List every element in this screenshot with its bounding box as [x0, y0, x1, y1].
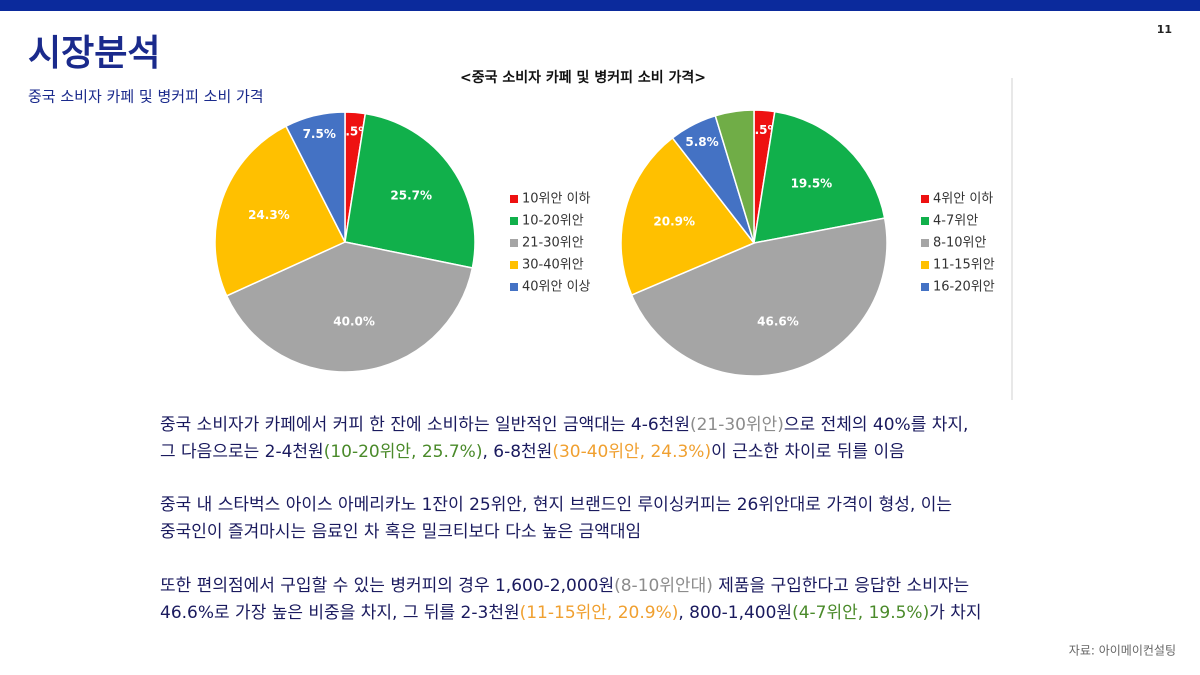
pie-slice: [344, 112, 476, 269]
body-line: 중국 소비자가 카페에서 커피 한 잔에 소비하는 일반적인 금액대는 4-6천…: [160, 415, 968, 435]
body-segment: 중국인이 즐겨마시는 음료인 차 혹은 밀크티보다 다소 높은 금액대임: [160, 522, 641, 542]
legend-label: 8-10위안: [933, 236, 986, 251]
pie-slice: [714, 109, 755, 244]
slide-title: 시장분석: [28, 33, 160, 74]
body-segment: (4-7위안, 19.5%): [792, 603, 929, 623]
body-segment: (8-10위안대): [614, 576, 713, 596]
legend-swatch: [921, 195, 929, 203]
top-bar: [0, 0, 1200, 11]
pie-slice: [225, 241, 474, 373]
body-segment: (21-30위안): [690, 415, 784, 435]
pie-slice: [214, 125, 347, 297]
legend-swatch: [921, 283, 929, 291]
legend-swatch: [921, 217, 929, 225]
body-line: 또한 편의점에서 구입할 수 있는 병커피의 경우 1,600-2,000원(8…: [160, 576, 969, 596]
legend-label: 16-20위안: [933, 280, 995, 295]
data-label: 19.5%: [791, 176, 833, 190]
legend-swatch: [510, 261, 518, 269]
legend-label: 10-20위안: [522, 214, 584, 229]
body-segment: 46.6%로 가장 높은 비중을 차지, 그 뒤를 2-3천원: [160, 603, 520, 623]
figure-title: <중국 소비자 카페 및 병커피 소비 가격>: [460, 69, 706, 86]
legend-swatch: [510, 217, 518, 225]
data-label: 7.5%: [303, 127, 336, 141]
data-label: 40.0%: [333, 315, 375, 329]
legend-label: 21-30위안: [522, 236, 584, 251]
data-label: 5.8%: [685, 135, 718, 149]
body-segment: (11-15위안, 20.9%): [520, 603, 679, 623]
data-label: 24.3%: [248, 208, 290, 222]
legend-label: 4-7위안: [933, 214, 978, 229]
legend-label: 4위안 이하: [933, 192, 993, 207]
pie-slice: [753, 110, 886, 244]
legend-label: 30-40위안: [522, 258, 584, 273]
legend-swatch: [510, 283, 518, 291]
legend-swatch: [510, 195, 518, 203]
pie-slice: [620, 136, 756, 297]
legend-swatch: [921, 239, 929, 247]
body-segment: 가 차지: [929, 603, 981, 623]
legend-label: 10위안 이하: [522, 192, 591, 207]
pie-slice: [284, 111, 346, 243]
pie-slice: [630, 217, 888, 377]
legend-swatch: [510, 239, 518, 247]
body-segment: 이 근소한 차이로 뒤를 이음: [711, 442, 905, 462]
body-segment: 또한 편의점에서 구입할 수 있는 병커피의 경우 1,600-2,000원: [160, 576, 614, 596]
data-label: 20.9%: [653, 215, 695, 229]
body-segment: 으로 전체의 40%를 차지,: [784, 415, 969, 435]
body-line: 46.6%로 가장 높은 비중을 차지, 그 뒤를 2-3천원(11-15위안,…: [160, 603, 982, 623]
data-label: 25.7%: [390, 189, 432, 203]
slide-subtitle: 중국 소비자 카페 및 병커피 소비 가격: [28, 88, 264, 106]
body-line: 그 다음으로는 2-4천원(10-20위안, 25.7%), 6-8천원(30-…: [160, 442, 905, 462]
body-segment: , 800-1,400원: [678, 603, 792, 623]
legend-swatch: [921, 261, 929, 269]
data-label: 46.6%: [757, 314, 799, 328]
body-segment: 중국 내 스타벅스 아이스 아메리카노 1잔이 25위안, 현지 브랜드인 루이…: [160, 495, 952, 515]
body-segment: , 6-8천원: [482, 442, 552, 462]
source: 자료: 아이메이컨설팅: [1069, 644, 1176, 658]
body-line: 중국인이 즐겨마시는 음료인 차 혹은 밀크티보다 다소 높은 금액대임: [160, 522, 641, 542]
legend-label: 11-15위안: [933, 258, 995, 273]
legend-label: 40위안 이상: [522, 280, 591, 295]
body-segment: 제품을 구입한다고 응답한 소비자는: [713, 576, 969, 596]
body-line: 중국 내 스타벅스 아이스 아메리카노 1잔이 25위안, 현지 브랜드인 루이…: [160, 495, 952, 515]
body-segment: (10-20위안, 25.7%): [324, 442, 483, 462]
body-segment: 중국 소비자가 카페에서 커피 한 잔에 소비하는 일반적인 금액대는 4-6천…: [160, 415, 690, 435]
page-number: 11: [1157, 23, 1172, 36]
body-segment: (30-40위안, 24.3%): [552, 442, 711, 462]
body-segment: 그 다음으로는 2-4천원: [160, 442, 324, 462]
